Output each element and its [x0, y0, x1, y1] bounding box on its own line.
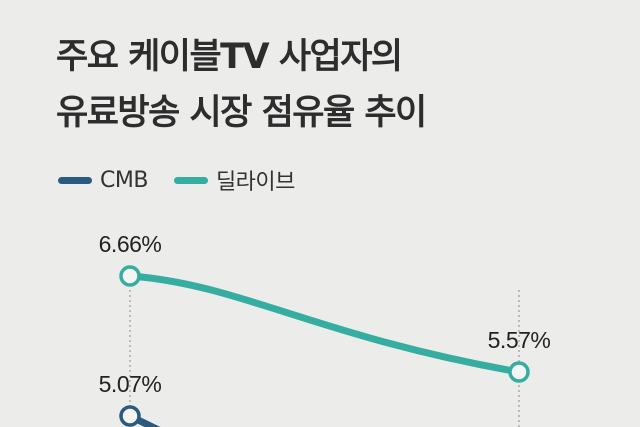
data-point-dlive-0	[119, 265, 141, 287]
legend-item-cmb: CMB	[58, 168, 148, 193]
legend-item-dlive: 딜라이브	[173, 164, 295, 196]
chart-title-line-1: 주요 케이블TV 사업자의	[56, 37, 403, 77]
data-point-dlive-1	[508, 361, 530, 383]
legend-swatch-cmb	[58, 176, 92, 184]
data-label-dlive-1: 5.57%	[488, 327, 551, 353]
legend-swatch-dlive	[173, 176, 208, 184]
legend-label-dlive: 딜라이브	[215, 170, 295, 195]
data-label-cmb-0: 5.07%	[99, 371, 162, 397]
data-point-cmb-0	[119, 405, 141, 427]
chart-title-line-2: 유료방송 시장 점유율 추이	[56, 93, 427, 133]
data-label-dlive-0: 6.66%	[99, 231, 162, 257]
chart-legend: CMB 딜라이브	[58, 164, 321, 196]
series-line-cmb	[126, 412, 161, 427]
series-line-dlive	[126, 272, 523, 376]
legend-label-cmb: CMB	[100, 167, 148, 193]
